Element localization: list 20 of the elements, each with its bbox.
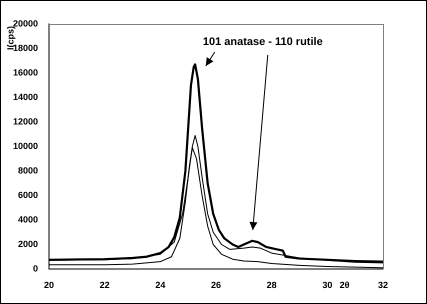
x-tick-label: 30 [322,280,332,290]
y-tick-label: 14000 [12,92,38,102]
y-tick-label: 4000 [18,214,38,224]
x-tick-label: 24 [155,280,166,290]
x-tick-label: 28 [266,280,277,290]
x-tick-label: 22 [100,280,110,290]
y-tick-label: 18000 [12,42,38,53]
y-tick-label: 2000 [18,238,38,249]
y-tick-label: 12000 [12,116,38,126]
y-tick-label: 0 [32,263,38,274]
y-tick-label: 8000 [18,165,38,176]
y-axis-title: I(cps) [5,26,16,50]
y-tick-label: 10000 [12,140,38,151]
x-tick-label: 20 [44,280,54,290]
y-tick-label: 6000 [18,190,38,200]
y-tick-label: 16000 [12,67,38,78]
x-tick-label: 26 [210,280,222,290]
x-axis-title: 2θ [340,280,350,290]
annotation: 101 anatase - 110 rutile [202,36,323,48]
x-tick-label: 32 [378,280,388,290]
